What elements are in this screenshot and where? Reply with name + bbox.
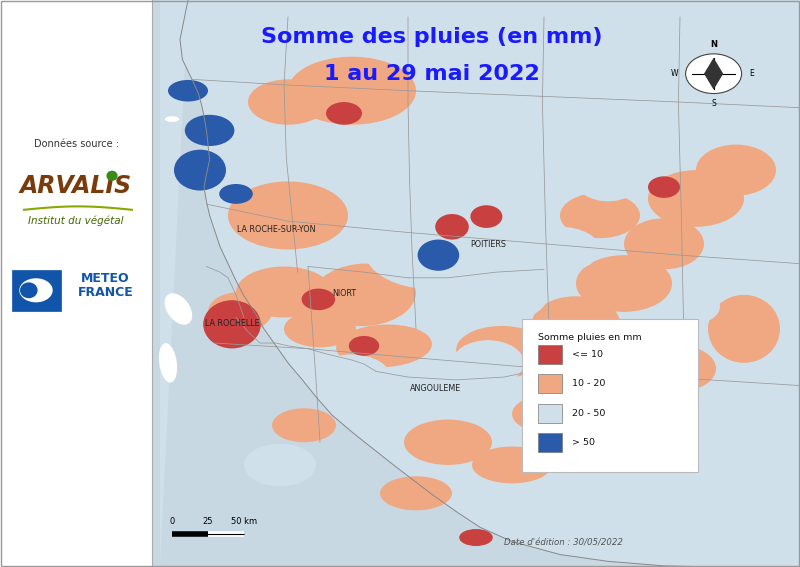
Ellipse shape (624, 218, 704, 269)
Ellipse shape (288, 57, 416, 125)
Text: NIORT: NIORT (332, 289, 356, 298)
Ellipse shape (435, 214, 469, 239)
Text: Données source :: Données source : (34, 139, 118, 150)
FancyBboxPatch shape (12, 270, 61, 311)
Ellipse shape (672, 289, 720, 323)
Ellipse shape (380, 476, 452, 510)
FancyBboxPatch shape (0, 0, 152, 567)
Text: LA ROCHELLE: LA ROCHELLE (205, 319, 259, 328)
Text: S: S (711, 99, 716, 108)
FancyBboxPatch shape (538, 374, 562, 393)
Ellipse shape (644, 346, 716, 391)
Text: Somme des pluies (en mm): Somme des pluies (en mm) (262, 27, 602, 47)
Ellipse shape (459, 529, 493, 546)
Ellipse shape (470, 205, 502, 228)
Circle shape (686, 54, 742, 94)
Ellipse shape (244, 443, 316, 486)
Ellipse shape (165, 116, 179, 122)
Ellipse shape (452, 340, 524, 386)
Ellipse shape (336, 324, 432, 367)
Ellipse shape (349, 336, 379, 356)
Text: 25: 25 (202, 517, 214, 526)
Ellipse shape (576, 255, 672, 312)
Ellipse shape (708, 295, 780, 363)
Ellipse shape (302, 289, 335, 310)
Ellipse shape (648, 176, 680, 198)
Ellipse shape (248, 79, 328, 125)
Polygon shape (704, 58, 723, 90)
FancyBboxPatch shape (538, 404, 562, 423)
Text: LA ROCHE-SUR-YON: LA ROCHE-SUR-YON (237, 225, 315, 234)
FancyBboxPatch shape (538, 345, 562, 364)
Text: ARVALIS: ARVALIS (20, 174, 132, 198)
Text: 1 au 29 mai 2022: 1 au 29 mai 2022 (324, 64, 540, 84)
Ellipse shape (203, 301, 261, 348)
Ellipse shape (236, 266, 332, 318)
Text: Somme pluies en mm: Somme pluies en mm (538, 333, 642, 342)
Ellipse shape (20, 282, 38, 298)
Ellipse shape (418, 239, 459, 270)
Text: N: N (710, 40, 717, 49)
Ellipse shape (552, 379, 616, 415)
Text: METEO
FRANCE: METEO FRANCE (78, 272, 134, 299)
Ellipse shape (492, 130, 548, 176)
Text: Date d'édition : 30/05/2022: Date d'édition : 30/05/2022 (504, 539, 623, 548)
Ellipse shape (159, 343, 177, 383)
Text: 20 - 50: 20 - 50 (572, 409, 606, 418)
Ellipse shape (168, 80, 208, 101)
Ellipse shape (312, 264, 416, 326)
Text: Institut du végétal: Institut du végétal (28, 215, 124, 226)
Ellipse shape (312, 354, 392, 405)
Text: E: E (749, 69, 754, 78)
Text: 50 km: 50 km (231, 517, 257, 526)
Ellipse shape (616, 386, 696, 431)
Ellipse shape (560, 193, 640, 238)
Ellipse shape (208, 292, 272, 332)
Ellipse shape (444, 266, 548, 323)
Text: 0: 0 (170, 517, 174, 526)
Text: <= 10: <= 10 (572, 350, 603, 359)
Ellipse shape (219, 184, 253, 204)
Text: 10 - 20: 10 - 20 (572, 379, 606, 388)
FancyBboxPatch shape (538, 433, 562, 452)
Ellipse shape (185, 115, 234, 146)
Ellipse shape (648, 170, 744, 227)
Ellipse shape (326, 102, 362, 125)
Ellipse shape (732, 244, 788, 278)
Ellipse shape (532, 296, 620, 350)
Ellipse shape (284, 311, 356, 347)
Ellipse shape (404, 420, 492, 465)
Ellipse shape (696, 145, 776, 196)
Ellipse shape (520, 227, 600, 272)
Ellipse shape (165, 293, 192, 325)
Polygon shape (160, 0, 800, 567)
Ellipse shape (174, 150, 226, 191)
FancyBboxPatch shape (522, 319, 698, 472)
Ellipse shape (456, 326, 552, 377)
Text: POITIERS: POITIERS (470, 240, 506, 249)
Text: ANGOULEME: ANGOULEME (410, 384, 462, 393)
Ellipse shape (364, 210, 500, 289)
Ellipse shape (228, 181, 348, 249)
Ellipse shape (576, 162, 640, 201)
FancyBboxPatch shape (152, 0, 800, 567)
Text: > 50: > 50 (572, 438, 595, 447)
Ellipse shape (472, 447, 552, 483)
Ellipse shape (106, 171, 118, 181)
Text: W: W (671, 69, 678, 78)
Circle shape (20, 279, 52, 302)
Ellipse shape (512, 394, 592, 434)
Ellipse shape (272, 408, 336, 442)
